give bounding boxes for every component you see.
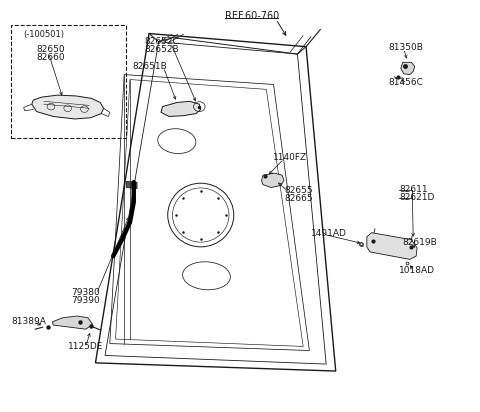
Polygon shape [401,62,415,75]
Text: 1125DE: 1125DE [68,342,103,351]
Bar [11,25,126,138]
Text: 82665: 82665 [284,194,312,203]
Polygon shape [32,95,104,119]
Text: 82651B: 82651B [132,62,167,71]
Text: 82619B: 82619B [403,238,437,247]
Text: 82621D: 82621D [399,193,434,202]
Text: 82660: 82660 [36,53,65,62]
Polygon shape [262,173,284,187]
Text: REF.60-760: REF.60-760 [225,11,279,21]
Text: 82652B: 82652B [144,45,179,54]
Text: 81456C: 81456C [388,78,423,87]
Text: 79380: 79380 [72,288,100,297]
Text: 79390: 79390 [72,296,100,305]
Text: 1491AD: 1491AD [311,229,347,239]
Text: 82611: 82611 [399,185,428,194]
Polygon shape [367,233,417,260]
Text: 82655: 82655 [284,186,312,195]
Polygon shape [52,316,93,329]
Text: 81389A: 81389A [11,317,46,326]
Text: 1018AD: 1018AD [399,267,435,275]
Text: 82650: 82650 [36,44,65,54]
Text: 81350B: 81350B [388,43,423,52]
Text: (-100501): (-100501) [24,30,65,39]
Text: 82652C: 82652C [144,37,179,46]
Polygon shape [161,101,201,117]
Polygon shape [126,181,137,189]
Text: 1140FZ: 1140FZ [273,153,307,162]
